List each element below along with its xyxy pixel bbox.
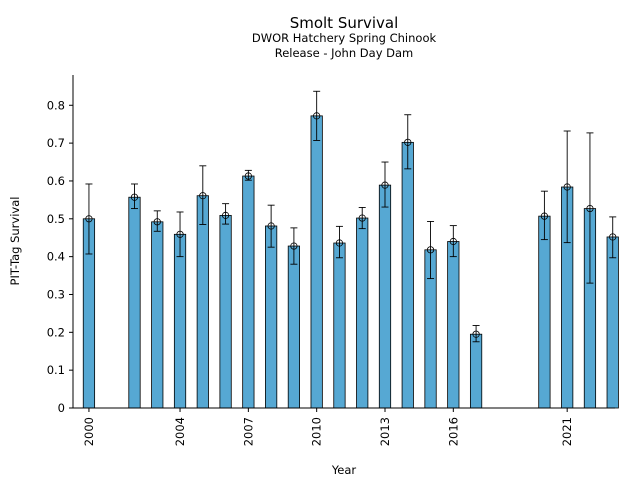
bar [128, 196, 141, 409]
data-point-marker [563, 183, 571, 191]
data-point-marker [381, 181, 389, 189]
y-tick-label: 0.4 [47, 250, 65, 264]
x-tick-label: 2021 [560, 417, 574, 446]
bar [538, 215, 551, 409]
chart-subtitle-2: Release - John Day Dam [275, 46, 414, 60]
bar [151, 221, 164, 409]
data-point-marker [199, 192, 207, 200]
x-tick-label: 2010 [310, 417, 324, 446]
x-tick-label: 2013 [378, 417, 392, 446]
data-point-marker [358, 214, 366, 222]
y-tick-label: 0.1 [47, 363, 65, 377]
data-point-marker [449, 237, 457, 246]
bar [469, 333, 483, 409]
bar [196, 195, 209, 409]
data-point-marker [85, 215, 93, 223]
y-tick-label: 0.5 [47, 212, 65, 226]
bar [310, 115, 323, 409]
bar [378, 184, 392, 409]
y-tick-label: 0 [58, 401, 65, 415]
x-tick-label: 2016 [446, 417, 460, 446]
data-point-marker [472, 330, 480, 338]
y-tick-label: 0.8 [47, 98, 65, 112]
data-point-marker [404, 138, 412, 146]
data-point-marker [267, 222, 275, 230]
data-point-marker [335, 239, 344, 247]
x-tick-label: 2007 [241, 417, 255, 446]
x-axis-label: Year [331, 463, 357, 477]
bar [356, 217, 369, 409]
x-tick-label: 2004 [173, 417, 187, 446]
bar [606, 236, 619, 409]
y-axis-ticks: 0 0.1 0.2 0.3 0.4 0.5 0.6 0.7 0.8 [47, 98, 73, 415]
data-point-marker [221, 211, 230, 219]
x-axis-ticks: 2000 2004 2007 2010 2013 2016 2021 [82, 408, 574, 446]
bar [401, 141, 414, 409]
data-point-marker [609, 233, 617, 241]
y-tick-label: 0.3 [47, 287, 65, 301]
data-point-marker [426, 246, 435, 254]
y-tick-label: 0.2 [47, 325, 65, 339]
y-tick-label: 0.7 [47, 136, 65, 150]
data-point-marker [540, 212, 549, 220]
data-point-marker [153, 218, 161, 226]
data-point-marker [586, 204, 594, 213]
bar [242, 175, 255, 409]
data-point-marker [244, 172, 252, 180]
y-tick-label: 0.6 [47, 174, 65, 188]
bar [287, 245, 300, 409]
y-axis-label: PIT-Tag Survival [8, 197, 22, 286]
chart-subtitle-1: DWOR Hatchery Spring Chinook [252, 31, 437, 45]
bar-series [82, 90, 619, 409]
bar [265, 225, 278, 409]
chart-title: Smolt Survival [290, 14, 399, 32]
data-point-marker [313, 112, 321, 120]
bar [173, 233, 187, 409]
data-point-marker [130, 193, 139, 201]
x-tick-label: 2000 [82, 417, 96, 446]
bar [447, 241, 460, 409]
bar [333, 242, 346, 409]
data-point-marker [290, 242, 298, 250]
bar [219, 214, 232, 409]
data-point-marker [176, 230, 184, 238]
